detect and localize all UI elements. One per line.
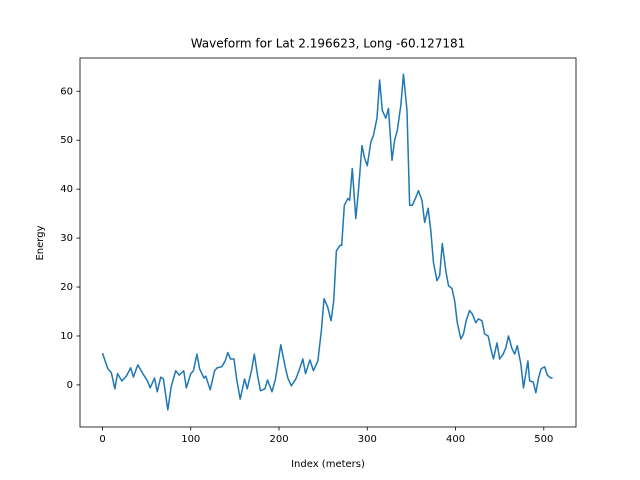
x-axis-label: Index (meters)	[291, 459, 365, 470]
x-tick-label: 0	[99, 434, 105, 445]
x-tick-label: 500	[534, 434, 553, 445]
y-axis-label: Energy	[35, 225, 46, 260]
data-line	[101, 73, 553, 411]
y-tick-label: 20	[60, 282, 73, 293]
x-tick-label: 300	[358, 434, 377, 445]
x-tick-label: 100	[181, 434, 200, 445]
chart-title: Waveform for Lat 2.196623, Long -60.1271…	[191, 37, 466, 51]
plot-frame	[79, 57, 577, 428]
y-tick-label: 60	[60, 86, 73, 97]
y-tick-label: 40	[60, 184, 73, 195]
y-tick-label: 10	[60, 331, 73, 342]
x-tick-label: 200	[269, 434, 288, 445]
y-tick-label: 30	[60, 233, 73, 244]
y-tick-label: 50	[60, 135, 73, 146]
x-tick-label: 400	[446, 434, 465, 445]
y-tick-label: 0	[67, 380, 73, 391]
